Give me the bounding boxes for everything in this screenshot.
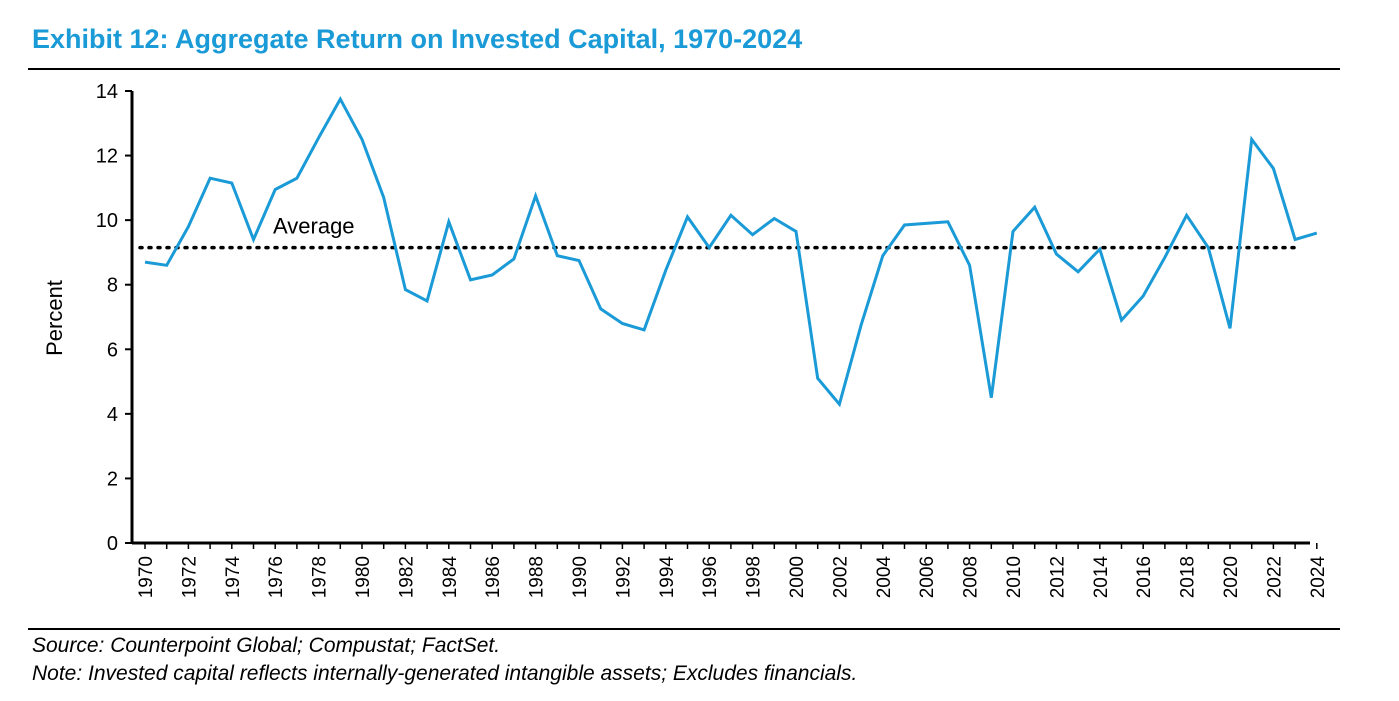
top-rule	[28, 68, 1340, 70]
x-tick-label: 2016	[1134, 556, 1155, 598]
y-tick-label: 14	[96, 81, 118, 103]
x-tick-label: 1974	[223, 556, 244, 599]
x-tick-label: 1982	[396, 556, 417, 598]
x-tick-label: 1998	[744, 556, 765, 598]
x-tick-label: 1990	[570, 556, 591, 598]
average-group: Average	[138, 214, 1302, 250]
x-tick-label: 1992	[613, 556, 634, 598]
x-axis: 1970 1972 1974 1976 1978 1980 1982 1984 1986 1988…	[132, 541, 1329, 599]
x-tick-label: 1988	[527, 556, 548, 598]
x-tick-label: 2008	[961, 556, 982, 598]
y-tick-label: 8	[107, 275, 118, 297]
series-group	[144, 95, 1318, 408]
source-note: Source: Counterpoint Global; Compustat; …	[32, 634, 501, 657]
x-tick-label: 2004	[874, 556, 895, 599]
x-tick-label: 1984	[440, 556, 461, 599]
x-tick-label: 1986	[483, 556, 504, 598]
x-tick-label: 2018	[1178, 556, 1199, 598]
chart-title: Exhibit 12: Aggregate Return on Invested…	[32, 24, 803, 54]
x-tick-label: 1994	[657, 556, 678, 599]
y-tick-label: 0	[107, 533, 118, 555]
roic-series-line	[144, 95, 1318, 408]
x-tick-label: 1970	[136, 556, 157, 598]
x-tick-label: 1978	[310, 556, 331, 598]
x-tick-label: 1980	[353, 556, 374, 598]
x-tick-label: 2000	[787, 556, 808, 598]
roic-line-chart: 0 2 4 6 8 10 12 14 1970 1972 1974 1976 1978 1980 1982…	[42, 81, 1329, 599]
y-tick-label: 12	[96, 146, 118, 168]
y-axis-label: Percent	[42, 280, 67, 356]
x-tick-label: 2012	[1047, 556, 1068, 598]
y-tick-label: 4	[107, 404, 118, 426]
x-tick-label: 2024	[1308, 556, 1329, 599]
x-tick-label: 2022	[1264, 556, 1285, 598]
average-label: Average	[273, 214, 355, 239]
x-tick-label: 2014	[1091, 556, 1112, 599]
y-tick-label: 10	[96, 210, 118, 232]
x-tick-label: 1996	[700, 556, 721, 598]
bottom-rule	[28, 628, 1340, 630]
y-axis: 0 2 4 6 8 10 12 14	[96, 81, 134, 555]
x-tick-label: 2010	[1004, 556, 1025, 598]
x-tick-label: 2006	[917, 556, 938, 598]
x-tick-label: 2002	[830, 556, 851, 598]
x-tick-label: 1976	[266, 556, 287, 598]
x-tick-label: 1972	[179, 556, 200, 598]
y-tick-label: 2	[107, 468, 118, 490]
footnote: Note: Invested capital reflects internal…	[32, 662, 858, 685]
x-tick-label: 2020	[1221, 556, 1242, 598]
y-tick-label: 6	[107, 339, 118, 361]
